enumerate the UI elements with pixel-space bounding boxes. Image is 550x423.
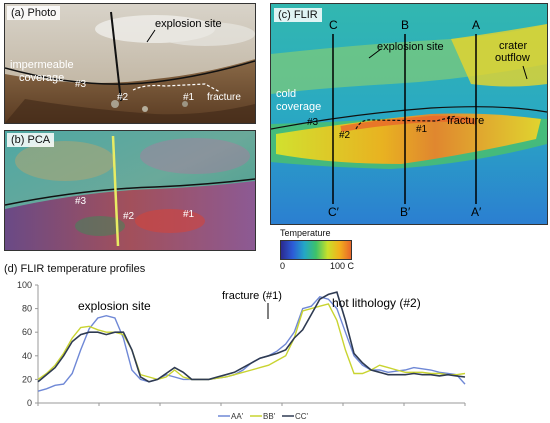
pca-panel: (b) PCA #3 #2 #1 — [4, 130, 256, 251]
flir-image — [271, 4, 547, 224]
colorbar-gradient — [280, 240, 352, 260]
flir-profile-label-c: C — [329, 18, 338, 32]
pca-annotation-zone-3: #3 — [75, 196, 87, 207]
flir-annotation-crater: crater — [499, 40, 528, 52]
y-tick-label-0: 0 — [27, 398, 32, 408]
photo-panel-label: (a) Photo — [7, 6, 61, 20]
y-tick-label-2: 40 — [22, 351, 32, 361]
flir-profile-label-a-prime: A′ — [471, 205, 482, 219]
annotation-zone-1: #1 — [183, 92, 195, 103]
legend-label-1: BB' — [263, 412, 276, 421]
flir-profile-label-b: B — [401, 18, 410, 32]
colorbar-title: Temperature — [280, 228, 331, 238]
flir-profile-label-c-prime: C′ — [328, 205, 339, 219]
pca-panel-label: (b) PCA — [7, 133, 55, 147]
flir-profile-label-b-prime: B′ — [400, 205, 411, 219]
annotation-fracture: fracture — [207, 92, 241, 103]
profiles-title: (d) FLIR temperature profiles — [4, 263, 146, 275]
legend-label-0: AA' — [231, 412, 244, 421]
flir-panel: (c) FLIR C B A C′ B′ A′ explosion site c… — [270, 3, 548, 225]
photo-image — [5, 4, 255, 123]
annotation-zone-2: #2 — [117, 92, 129, 103]
y-tick-label-1: 20 — [22, 374, 32, 384]
chart-annotation-explosion-site: explosion site — [78, 299, 151, 313]
colorbar-min-label: 0 — [280, 261, 286, 271]
y-tick-label-5: 100 — [17, 280, 32, 290]
series-line-bb-prime — [37, 303, 466, 381]
flir-annotation-zone-1: #1 — [416, 124, 428, 135]
flir-annotation-cold: cold — [276, 88, 297, 100]
photo-panel: (a) Photo explosion site impermeable cov… — [4, 3, 256, 124]
flir-annotation-coverage: coverage — [276, 101, 322, 113]
colorbar: Temperature 0 100 C — [280, 228, 400, 272]
annotation-zone-3: #3 — [75, 79, 87, 90]
y-tick-label-3: 60 — [22, 327, 32, 337]
flir-annotation-zone-3: #3 — [307, 117, 319, 128]
chart-annotation-hot-lithology: hot lithology (#2) — [332, 296, 421, 310]
flir-panel-label: (c) FLIR — [274, 8, 322, 22]
pca-annotation-zone-2: #2 — [123, 211, 135, 222]
annotation-explosion-site: explosion site — [155, 18, 222, 30]
legend-label-2: CC' — [295, 412, 309, 421]
pca-annotation-zone-1: #1 — [183, 209, 195, 220]
pca-image — [5, 131, 255, 250]
chart-annotation-fracture: fracture (#1) — [222, 290, 282, 302]
annotation-impermeable: impermeable — [10, 59, 74, 71]
series-line-cc-prime — [37, 291, 466, 383]
flir-annotation-fracture: fracture — [447, 115, 485, 127]
flir-profile-label-a: A — [472, 18, 481, 32]
flir-annotation-zone-2: #2 — [339, 130, 351, 141]
flir-annotation-outflow: outflow — [495, 52, 530, 64]
flir-annotation-explosion-site: explosion site — [377, 41, 444, 53]
colorbar-max-label: 100 C — [330, 261, 355, 271]
profiles-chart: 0 20 40 60 80 100 explosion site fracture (#1) h… — [17, 280, 466, 421]
y-tick-label-4: 80 — [22, 304, 32, 314]
annotation-coverage: coverage — [19, 72, 65, 84]
